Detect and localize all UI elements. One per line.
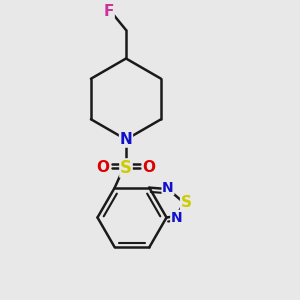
Text: S: S: [181, 195, 192, 210]
Text: F: F: [104, 4, 114, 20]
Text: N: N: [120, 132, 132, 147]
Text: N: N: [171, 211, 182, 224]
Text: N: N: [162, 181, 174, 195]
Text: O: O: [96, 160, 110, 175]
Text: S: S: [120, 159, 132, 177]
Text: O: O: [142, 160, 156, 175]
